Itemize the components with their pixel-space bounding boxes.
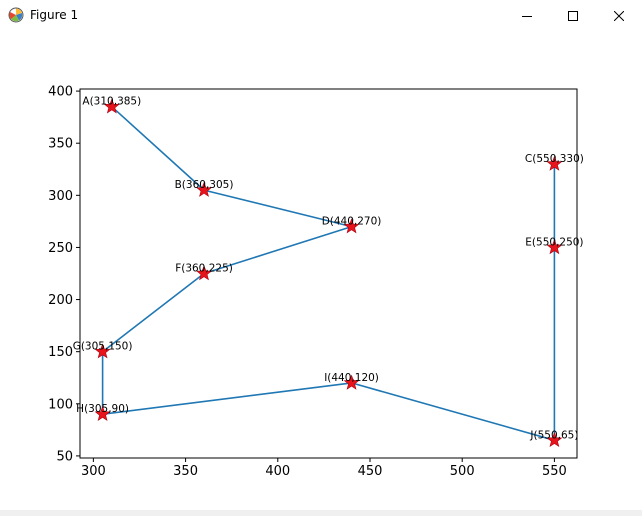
y-tick-label: 100 xyxy=(48,397,73,412)
series-line xyxy=(101,106,556,442)
point-marker-c xyxy=(546,155,563,171)
y-tick-label: 250 xyxy=(48,241,73,256)
point-marker-g xyxy=(94,343,111,359)
y-tick-label: 200 xyxy=(48,293,73,308)
minimize-button[interactable] xyxy=(504,0,550,31)
point-label-e: E(550,250) xyxy=(525,236,583,248)
y-tick-label: 400 xyxy=(48,85,73,100)
point-marker-j xyxy=(546,431,563,448)
axes-frame xyxy=(79,88,578,459)
x-tick-label: 500 xyxy=(450,464,475,479)
point-label-a: A(310,385) xyxy=(82,96,141,108)
close-icon xyxy=(614,10,624,21)
close-button[interactable] xyxy=(596,0,642,31)
minimize-icon xyxy=(522,15,532,17)
x-tick-label: 550 xyxy=(542,464,567,479)
maximize-button[interactable] xyxy=(550,0,596,31)
figure-canvas[interactable]: 300 350 400 450 500 550 50 100 150 200 250 300 350 40… xyxy=(0,31,642,510)
point-label-f: F(360,225) xyxy=(175,263,233,275)
point-marker-h xyxy=(94,405,111,421)
point-marker-d xyxy=(343,218,360,234)
window-title: Figure 1 xyxy=(30,8,79,22)
y-tick-label: 350 xyxy=(48,137,73,152)
point-label-g: G(305,150) xyxy=(73,341,133,353)
x-tick-label: 400 xyxy=(265,464,290,479)
point-marker-f xyxy=(196,265,212,281)
y-tick-label: 150 xyxy=(48,345,73,360)
point-marker-a xyxy=(103,98,120,114)
y-tick-label: 300 xyxy=(48,189,73,204)
x-tick-label: 350 xyxy=(173,464,198,479)
point-label-d: D(440,270) xyxy=(322,216,382,228)
point-label-h: H(305,90) xyxy=(76,403,129,415)
point-label-b: B(360,305) xyxy=(175,179,234,191)
maximize-icon xyxy=(568,10,578,21)
line-chart: 300 350 400 450 500 550 50 100 150 200 250 300 350 40… xyxy=(48,85,584,479)
window-bottom-edge xyxy=(0,510,642,516)
point-label-i: I(440,120) xyxy=(324,372,379,384)
x-tick-label: 300 xyxy=(81,464,106,479)
x-tick-label: 450 xyxy=(358,464,383,479)
point-marker-i xyxy=(343,374,360,390)
point-marker-b xyxy=(196,181,212,197)
point-label-j: J(550,65) xyxy=(529,429,578,441)
point-marker-e xyxy=(546,239,563,255)
point-label-c: C(550,330) xyxy=(525,153,584,165)
y-tick-label: 50 xyxy=(56,449,73,464)
window-titlebar: Figure 1 xyxy=(0,0,642,31)
matplotlib-icon xyxy=(8,7,24,23)
